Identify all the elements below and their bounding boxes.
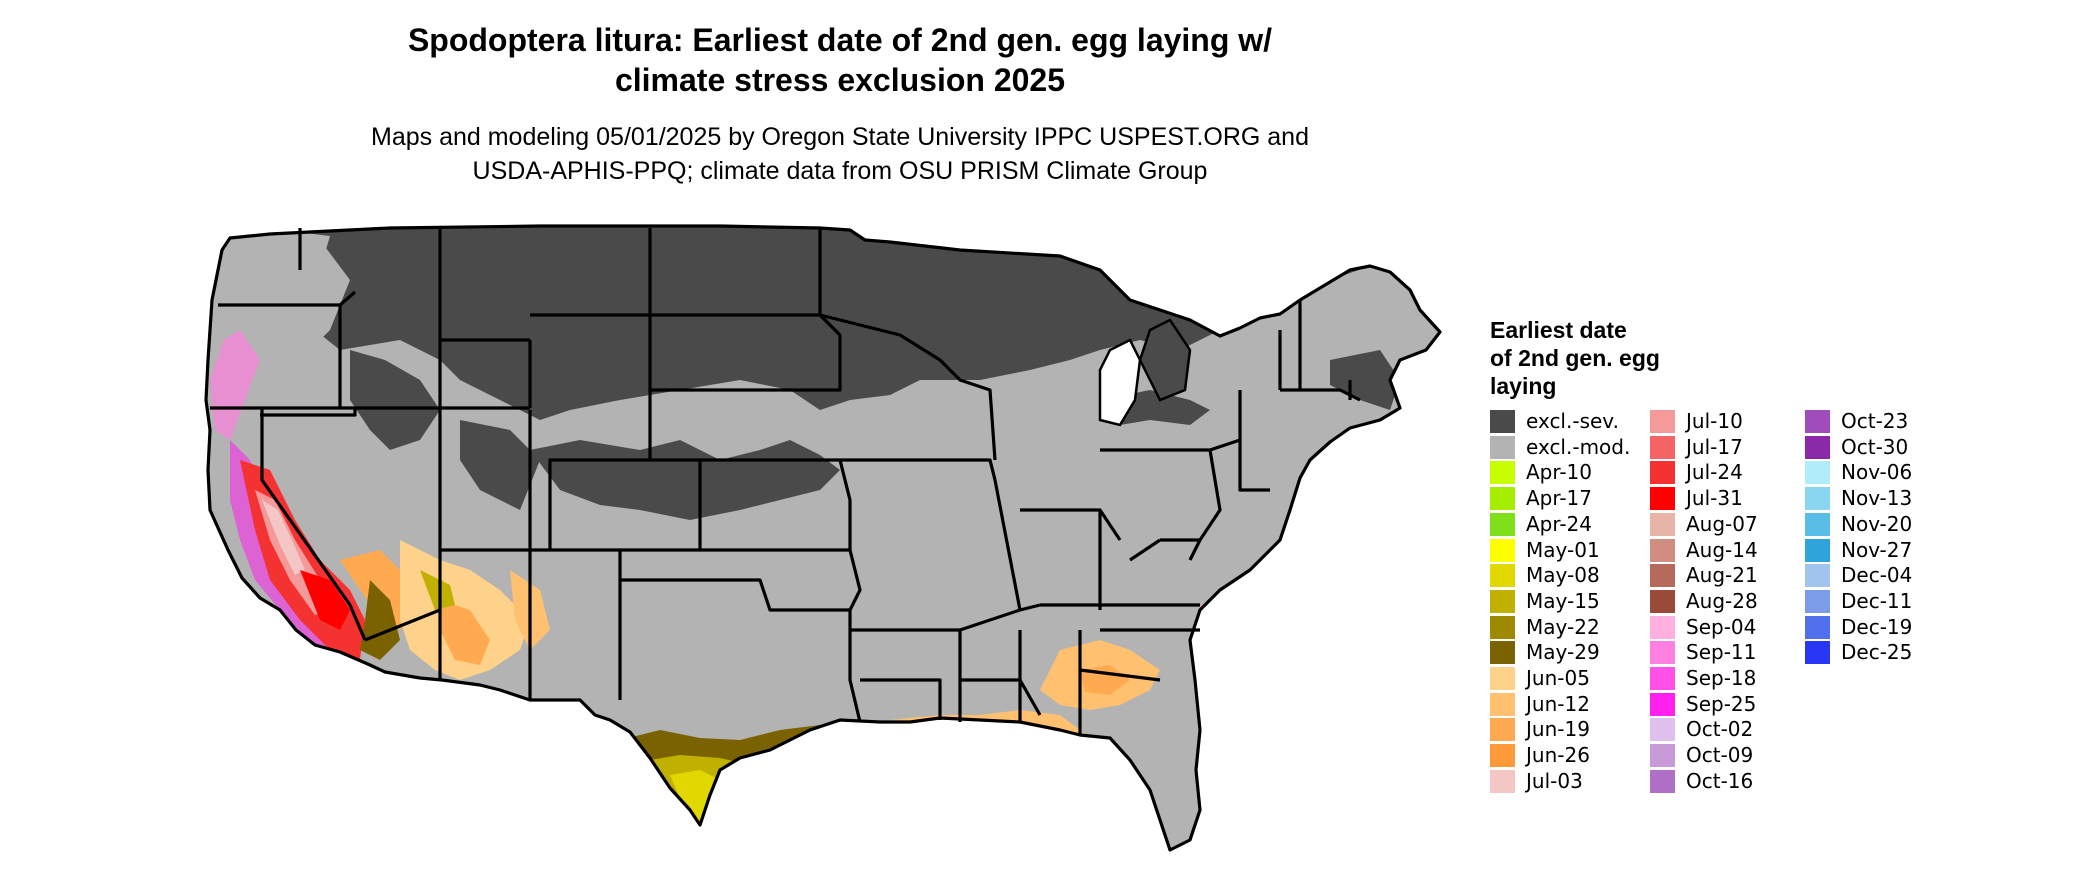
legend-label: Jul-17 xyxy=(1686,434,1743,459)
legend-label: Sep-18 xyxy=(1686,666,1757,690)
legend-label: Apr-17 xyxy=(1526,486,1592,511)
legend-label: May-15 xyxy=(1526,588,1600,613)
legend-swatch xyxy=(1650,538,1675,562)
legend-label: Apr-10 xyxy=(1526,460,1592,485)
legend-title: Earliest date of 2nd gen. egg laying xyxy=(1490,316,1750,400)
legend-swatch xyxy=(1490,435,1515,459)
legend-label: Oct-09 xyxy=(1686,743,1754,768)
map-subtitle: Maps and modeling 05/01/2025 by Oregon S… xyxy=(260,120,1420,188)
legend-swatch xyxy=(1805,641,1830,665)
legend-label: Jul-31 xyxy=(1686,486,1743,511)
legend-label: May-22 xyxy=(1526,614,1600,639)
legend-title-line: Earliest date xyxy=(1490,317,1627,343)
legend-swatch xyxy=(1490,487,1515,511)
legend-swatch xyxy=(1650,769,1675,793)
legend-swatch xyxy=(1805,615,1830,639)
legend-swatch xyxy=(1490,461,1515,485)
legend-swatch xyxy=(1805,564,1830,588)
legend-label: Sep-25 xyxy=(1686,691,1757,716)
legend-label: excl.-mod. xyxy=(1526,434,1631,459)
legend-swatch xyxy=(1490,615,1515,639)
legend-swatch xyxy=(1805,435,1830,459)
legend-label: Jun-12 xyxy=(1526,691,1590,716)
legend-label: May-01 xyxy=(1526,537,1600,562)
legend-swatch xyxy=(1490,512,1515,536)
legend-label: Nov-06 xyxy=(1841,460,1913,485)
legend-label: May-08 xyxy=(1526,563,1600,588)
legend-title-line: laying xyxy=(1490,373,1557,399)
legend-label: Apr-24 xyxy=(1526,511,1592,536)
legend-label: Jul-03 xyxy=(1526,768,1583,793)
legend-label: Dec-25 xyxy=(1841,640,1913,665)
legend-label: excl.-sev. xyxy=(1526,409,1619,433)
legend-label: Aug-14 xyxy=(1686,537,1758,562)
legend-swatch xyxy=(1805,410,1830,433)
title-line-1: Spodoptera litura: Earliest date of 2nd … xyxy=(407,22,1273,58)
legend-swatch xyxy=(1650,435,1675,459)
legend-title-line: of 2nd gen. egg xyxy=(1490,345,1660,371)
legend-swatch xyxy=(1805,461,1830,485)
legend-swatch xyxy=(1490,564,1515,588)
legend-swatch xyxy=(1490,769,1515,793)
legend-swatch xyxy=(1650,615,1675,639)
legend-swatch xyxy=(1650,744,1675,768)
title-line-2: climate stress exclusion 2025 xyxy=(614,62,1066,98)
legend-swatch xyxy=(1650,641,1675,665)
legend-label: Sep-04 xyxy=(1686,614,1757,639)
legend-label: Dec-04 xyxy=(1841,563,1913,588)
legend-swatch xyxy=(1805,512,1830,536)
legend-label: Nov-20 xyxy=(1841,511,1913,536)
legend-label: Oct-16 xyxy=(1686,768,1754,793)
legend-swatch xyxy=(1650,461,1675,485)
legend-label: Dec-19 xyxy=(1841,614,1913,639)
map-title: Spodoptera litura: Earliest date of 2nd … xyxy=(330,20,1350,100)
legend-label: Jul-24 xyxy=(1686,460,1743,485)
legend-swatch xyxy=(1650,718,1675,742)
legend-swatch xyxy=(1650,692,1675,716)
legend-label: Aug-21 xyxy=(1686,563,1758,588)
legend-label: Nov-13 xyxy=(1841,486,1913,511)
legend-swatch xyxy=(1490,641,1515,665)
legend-label: Oct-30 xyxy=(1841,434,1909,459)
legend-swatch xyxy=(1650,410,1675,433)
legend-swatch xyxy=(1805,487,1830,511)
legend-swatch xyxy=(1490,410,1515,433)
legend-label: Aug-28 xyxy=(1686,588,1758,613)
legend-label: Jun-05 xyxy=(1526,666,1590,690)
subtitle-line-1: Maps and modeling 05/01/2025 by Oregon S… xyxy=(371,123,1309,151)
legend-label: Oct-23 xyxy=(1841,409,1909,433)
legend-swatch xyxy=(1650,487,1675,511)
legend-label: Aug-07 xyxy=(1686,511,1758,536)
legend-swatch xyxy=(1490,718,1515,742)
legend-swatch xyxy=(1650,667,1675,690)
legend-label: Jul-10 xyxy=(1686,409,1743,433)
legend-label: Oct-02 xyxy=(1686,717,1754,742)
us-map xyxy=(204,224,1442,852)
legend-swatch xyxy=(1650,589,1675,613)
legend-label: Jun-26 xyxy=(1526,743,1590,768)
legend-label: Jun-19 xyxy=(1526,717,1590,742)
legend-swatch xyxy=(1490,538,1515,562)
subtitle-line-2: USDA-APHIS-PPQ; climate data from OSU PR… xyxy=(472,157,1208,185)
legend-swatch xyxy=(1490,667,1515,690)
legend-swatch xyxy=(1490,692,1515,716)
legend-label: Sep-11 xyxy=(1686,640,1757,665)
legend-swatch xyxy=(1650,564,1675,588)
legend-swatch xyxy=(1490,744,1515,768)
legend-swatch xyxy=(1650,512,1675,536)
legend-label: Nov-27 xyxy=(1841,537,1913,562)
legend-label: Dec-11 xyxy=(1841,588,1913,613)
legend-label: May-29 xyxy=(1526,640,1600,665)
legend-swatch xyxy=(1805,538,1830,562)
legend-swatch xyxy=(1490,589,1515,613)
legend-swatch xyxy=(1805,589,1830,613)
